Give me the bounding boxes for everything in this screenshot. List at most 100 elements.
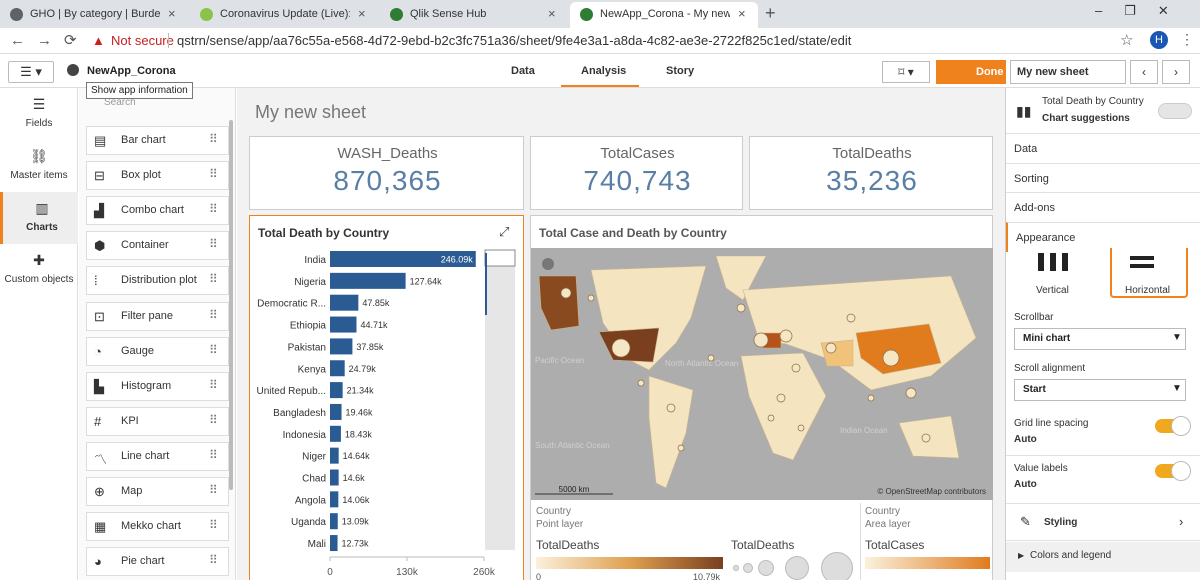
- map-point: [611, 338, 631, 358]
- chart-name: Mekko chart: [121, 520, 181, 533]
- land: [715, 255, 767, 301]
- nav-icon: ▥: [35, 200, 49, 216]
- browser-tab[interactable]: Qlik Sense Hub ×: [380, 2, 568, 28]
- mode-tab[interactable]: Data: [511, 65, 535, 77]
- horizontal-option[interactable]: [1110, 248, 1188, 298]
- chart-item[interactable]: ◕ Pie chart ⠿: [86, 547, 229, 577]
- chart-item[interactable]: ⁞ Distribution plot ⠿: [86, 266, 229, 296]
- bar-chart-title: Total Death by Country: [258, 226, 390, 240]
- toggle[interactable]: [1155, 461, 1191, 481]
- prop-divider: [1006, 455, 1200, 456]
- sheet-prev[interactable]: ‹: [1130, 60, 1158, 84]
- drag-handle: ⠿: [209, 518, 218, 533]
- chart-item[interactable]: ◔ Gauge ⠿: [86, 336, 229, 366]
- sheet-title: My new sheet: [255, 102, 367, 122]
- new-tab[interactable]: +: [765, 3, 776, 23]
- menu-dots[interactable]: ⋮: [1180, 31, 1194, 47]
- mode-tab[interactable]: Analysis: [581, 65, 627, 77]
- url[interactable]: qstrn/sense/app/aa76c55a-e568-4d72-9ebd-…: [177, 33, 852, 48]
- drag-handle: ⠿: [209, 377, 218, 392]
- nav-item[interactable]: ▥ Charts: [0, 192, 78, 244]
- bookmark-star[interactable]: ☆: [1120, 32, 1134, 49]
- kpi[interactable]: TotalDeaths 35,236: [749, 136, 993, 210]
- chart-item[interactable]: ⊟ Box plot ⠿: [86, 161, 229, 191]
- window-controls: –❐✕: [1095, 3, 1191, 18]
- category-label: Indonesia: [283, 430, 327, 441]
- profile[interactable]: H: [1150, 31, 1168, 49]
- tab-close[interactable]: ×: [548, 6, 556, 21]
- dropdown[interactable]: Mini chart ▼: [1014, 328, 1186, 350]
- drag-handle: ⠿: [209, 483, 218, 497]
- tab-close[interactable]: ×: [738, 6, 746, 21]
- tab-close[interactable]: ×: [168, 6, 176, 21]
- map-point: [637, 379, 645, 387]
- size-circle: [821, 552, 853, 580]
- chart-icon: ⊟: [94, 168, 105, 184]
- browser-tab[interactable]: NewApp_Corona - My new sheet ×: [570, 2, 758, 28]
- menu-button[interactable]: ☰ ▾: [8, 61, 54, 83]
- prop-section[interactable]: Data: [1006, 133, 1200, 163]
- bar-chart: India 246.09k Nigeria 127.64k Democratic R..…: [257, 249, 516, 578]
- tab-title: Qlik Sense Hub: [410, 8, 487, 20]
- land: [820, 339, 854, 367]
- app-name[interactable]: NewApp_Corona: [87, 65, 176, 77]
- bar: [330, 491, 339, 508]
- expand-icon[interactable]: ⤢: [499, 224, 510, 239]
- legend-kind: Point layer: [536, 519, 584, 530]
- kpi[interactable]: TotalCases 740,743: [530, 136, 743, 210]
- chart-item[interactable]: ▦ Mekko chart ⠿: [86, 512, 229, 542]
- prop-suggestions: Chart suggestions: [1042, 113, 1130, 124]
- section-label: Data: [1014, 143, 1038, 155]
- nav-label: Custom objects: [4, 274, 74, 285]
- mode-tab[interactable]: Story: [666, 65, 695, 77]
- chart-item[interactable]: 〽 Line chart ⠿: [86, 441, 229, 471]
- nav-buttons[interactable]: ←→⟳: [10, 32, 89, 49]
- nav-label: Charts: [26, 222, 58, 233]
- browser-tab[interactable]: Coronavirus Update (Live): 740,7 ×: [190, 2, 378, 28]
- nav-item[interactable]: ☰ Fields: [0, 88, 78, 140]
- chart-item[interactable]: ⊡ Filter pane ⠿: [86, 301, 229, 331]
- sheet-next[interactable]: ›: [1162, 60, 1190, 84]
- suggestion-toggle[interactable]: [1158, 103, 1192, 119]
- nav-item[interactable]: ✚ Custom objects: [0, 244, 78, 296]
- chart-item[interactable]: ▙ Histogram ⠿: [86, 371, 229, 401]
- tab-close[interactable]: ×: [358, 6, 366, 21]
- done-button[interactable]: Done: [936, 60, 1006, 84]
- dropdown[interactable]: Start ▼: [1014, 379, 1186, 401]
- chart-item[interactable]: ▤ Bar chart ⠿: [86, 126, 229, 155]
- dropdown-caret: ▼: [1172, 383, 1182, 394]
- chart-name: Gauge: [121, 344, 155, 357]
- ocean-label: North Atlantic Ocean: [665, 359, 738, 368]
- prop-section[interactable]: Appearance: [1006, 222, 1200, 253]
- bar: [330, 513, 338, 530]
- chart-icon: ▙: [94, 378, 104, 394]
- chart-item[interactable]: ▟ Combo chart ⠿: [86, 196, 229, 226]
- nav-label: Master items: [10, 170, 68, 181]
- search-placeholder[interactable]: Search: [104, 97, 136, 108]
- size-circle: [785, 556, 809, 580]
- kpi[interactable]: WASH_Deaths 870,365: [249, 136, 524, 210]
- field-value: Auto: [1014, 479, 1037, 490]
- chart-item[interactable]: # KPI ⠿: [86, 406, 229, 436]
- prop-section[interactable]: Add-ons: [1006, 192, 1200, 222]
- styling-row[interactable]: ✎ Styling ›: [1006, 503, 1200, 541]
- x-tick-label: 0: [327, 567, 333, 578]
- bookmark-button[interactable]: ⌑ ▾: [882, 61, 930, 83]
- legend-measure: TotalDeaths: [536, 538, 600, 552]
- value-label: 12.73k: [342, 539, 370, 549]
- chart-icon: ⊡: [94, 308, 105, 324]
- tab-icon: [580, 8, 593, 21]
- category-label: Niger: [302, 452, 327, 463]
- vertical-label[interactable]: Vertical: [1036, 285, 1069, 296]
- nav-item[interactable]: ⛓ Master items: [0, 140, 78, 192]
- browser-tab[interactable]: GHO | By category | Burden of di ×: [0, 2, 188, 28]
- toggle[interactable]: [1155, 416, 1191, 436]
- chart-item[interactable]: ⬢ Container ⠿: [86, 231, 229, 261]
- chart-name: Bar chart: [121, 134, 166, 146]
- chart-item[interactable]: ⊕ Map ⠿: [86, 477, 229, 506]
- prop-section[interactable]: Sorting: [1006, 162, 1200, 193]
- horizontal-label[interactable]: Horizontal: [1125, 285, 1171, 296]
- sheet-selector[interactable]: My new sheet: [1010, 60, 1126, 84]
- colors-row[interactable]: ▶ Colors and legend: [1006, 542, 1200, 572]
- field-label: Value labels: [1014, 463, 1068, 474]
